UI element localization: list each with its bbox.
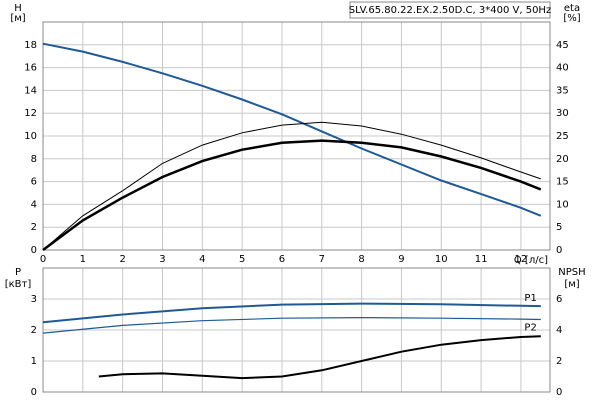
- y2-tick-label: 40: [556, 63, 569, 74]
- y2-tick-label: 45: [556, 40, 569, 51]
- y-unit: [м]: [10, 13, 25, 24]
- y2-tick-label: 6: [556, 294, 562, 305]
- series-line: [42, 139, 542, 252]
- x-tick-label: 11: [475, 254, 488, 265]
- x-tick-label: 12: [515, 254, 528, 265]
- y-tick-label: 3: [31, 294, 37, 305]
- y2-tick-label: 20: [556, 154, 569, 165]
- y2-unit: [%]: [563, 13, 580, 24]
- y2-tick-label: 2: [556, 356, 562, 367]
- x-tick-label: 9: [398, 254, 404, 265]
- x-label: Q [л/с]: [514, 255, 548, 266]
- y-label: H: [14, 3, 22, 14]
- y-tick-label: 2: [31, 325, 37, 336]
- y-tick-label: 0: [31, 387, 37, 398]
- x-tick-label: 0: [40, 254, 46, 265]
- x-tick-label: 6: [279, 254, 285, 265]
- title-box: [349, 1, 551, 19]
- y-tick-label: 12: [24, 108, 37, 119]
- y-tick-label: 1: [31, 356, 37, 367]
- y2-tick-label: 0: [556, 245, 562, 256]
- x-tick-label: 1: [80, 254, 86, 265]
- y-tick-label: 14: [24, 85, 37, 96]
- plot-frame: [42, 267, 551, 393]
- series-line: [42, 121, 541, 251]
- y2-tick-label: 0: [556, 387, 562, 398]
- y-unit: [кВт]: [5, 279, 32, 290]
- y2-label: eta: [564, 3, 580, 14]
- series-line: [98, 335, 541, 380]
- y2-tick-label: 15: [556, 177, 569, 188]
- y2-tick-label: 35: [556, 85, 569, 96]
- line-label: P1: [524, 293, 536, 304]
- x-tick-label: 3: [159, 254, 165, 265]
- x-tick-label: 10: [435, 254, 448, 265]
- x-tick-label: 2: [119, 254, 125, 265]
- series-line: [42, 42, 542, 217]
- x-tick-label: 7: [319, 254, 325, 265]
- y2-tick-label: 5: [556, 222, 562, 233]
- y-tick-label: 6: [31, 177, 37, 188]
- line-label: P2: [524, 322, 536, 333]
- x-tick-label: 5: [239, 254, 245, 265]
- chart-title: SLV.65.80.22.EX.2.50D.C, 3*400 V, 50Hz: [349, 5, 551, 16]
- x-tick-label: 4: [199, 254, 205, 265]
- y-tick-label: 10: [24, 131, 37, 142]
- y-tick-label: 8: [31, 154, 37, 165]
- y2-tick-label: 10: [556, 199, 569, 210]
- y-tick-label: 18: [24, 40, 37, 51]
- series-line: [42, 316, 541, 334]
- y-tick-label: 4: [31, 199, 37, 210]
- y-tick-label: 0: [31, 245, 37, 256]
- y2-unit: [м]: [564, 279, 579, 290]
- y-tick-label: 2: [31, 222, 37, 233]
- y-tick-label: 16: [24, 63, 37, 74]
- series-line: [42, 302, 541, 324]
- y2-tick-label: 4: [556, 325, 562, 336]
- y-label: P: [15, 267, 21, 278]
- y2-tick-label: 30: [556, 108, 569, 119]
- y2-tick-label: 25: [556, 131, 569, 142]
- y2-label: NPSH: [558, 267, 585, 278]
- x-tick-label: 8: [358, 254, 364, 265]
- plot-frame: [42, 21, 551, 251]
